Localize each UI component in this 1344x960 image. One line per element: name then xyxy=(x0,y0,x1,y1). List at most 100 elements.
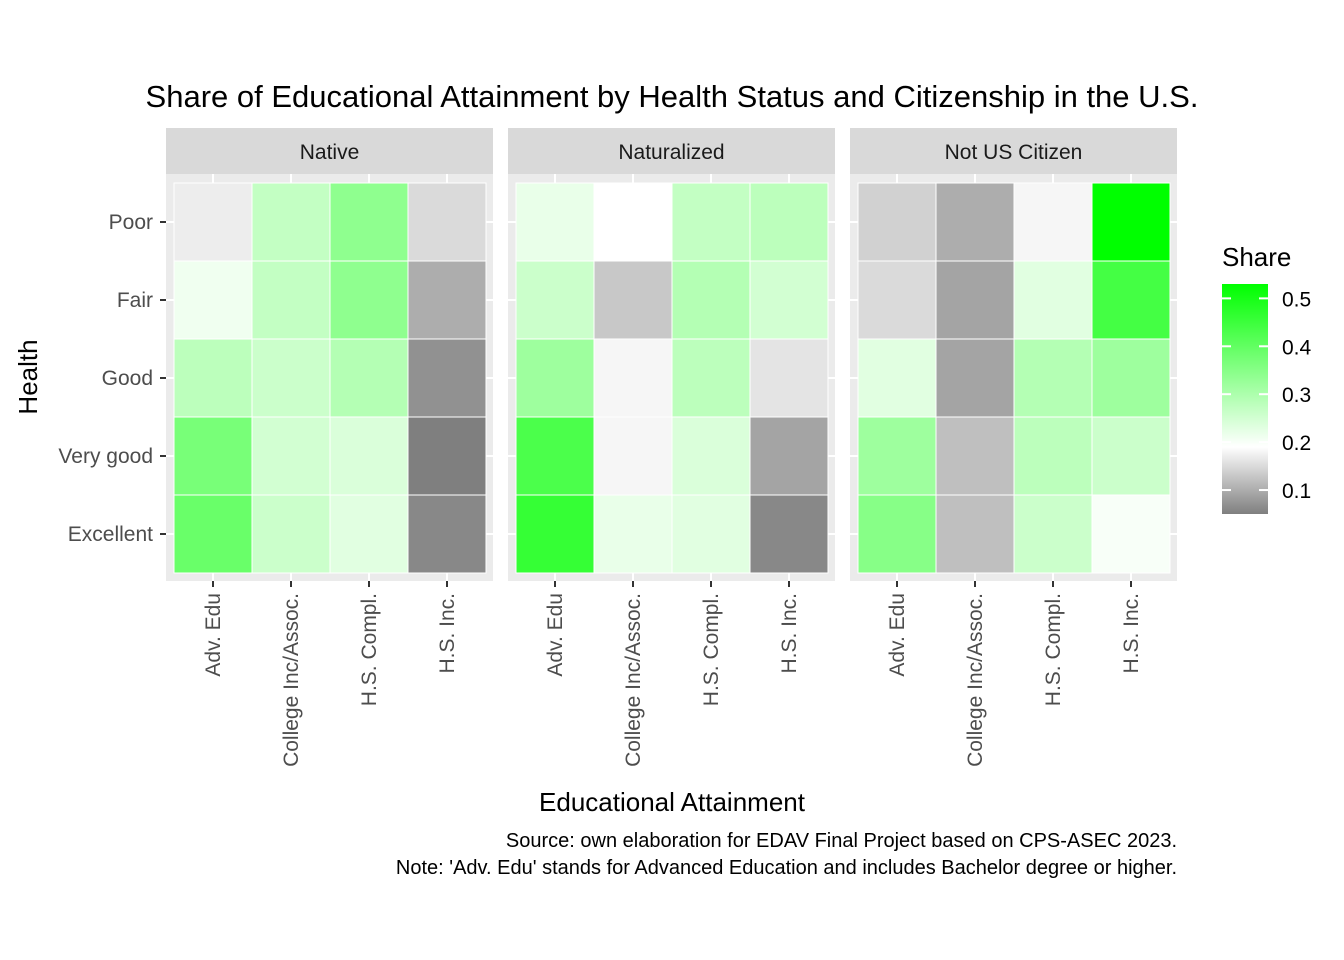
y-tick-label: Fair xyxy=(117,289,153,312)
heatmap-tile-naturalized-excellent-h-s-compl xyxy=(671,494,751,574)
heatmap-tile-not-us-citizen-excellent-college-inc-assoc xyxy=(935,494,1015,574)
heatmap-tile-native-poor-college-inc-assoc xyxy=(251,182,331,262)
heatmap-tile-native-fair-adv-edu xyxy=(173,260,253,340)
panel-strip-label: Native xyxy=(300,141,360,164)
heatmap-tile-native-fair-h-s-compl xyxy=(329,260,409,340)
panels: Native Adv. Edu College Inc/Assoc. H.S. Com… xyxy=(58,128,1177,767)
heatmap-tile-not-us-citizen-poor-adv-edu xyxy=(857,182,937,262)
x-axis-title: Educational Attainment xyxy=(539,787,806,817)
heatmap-tile-native-very-good-adv-edu xyxy=(173,416,253,496)
heatmap-tile-naturalized-fair-adv-edu xyxy=(515,260,595,340)
heatmap-tile-naturalized-fair-college-inc-assoc xyxy=(593,260,673,340)
heatmap-tile-naturalized-excellent-h-s-inc xyxy=(749,494,829,574)
heatmap-tile-native-excellent-h-s-inc xyxy=(407,494,487,574)
heatmap-tile-naturalized-poor-h-s-inc xyxy=(749,182,829,262)
heatmap-tile-naturalized-very-good-college-inc-assoc xyxy=(593,416,673,496)
heatmap-tile-not-us-citizen-fair-adv-edu xyxy=(857,260,937,340)
heatmap-tile-not-us-citizen-poor-college-inc-assoc xyxy=(935,182,1015,262)
x-tick-label: Adv. Edu xyxy=(886,593,909,677)
y-tick-label: Excellent xyxy=(68,523,153,546)
x-tick-label: College Inc/Assoc. xyxy=(622,593,645,767)
heatmap-tile-native-good-adv-edu xyxy=(173,338,253,418)
heatmap-tile-native-fair-college-inc-assoc xyxy=(251,260,331,340)
heatmap-tile-naturalized-poor-h-s-compl xyxy=(671,182,751,262)
heatmap-tile-naturalized-poor-adv-edu xyxy=(515,182,595,262)
heatmap-tile-naturalized-poor-college-inc-assoc xyxy=(593,182,673,262)
heatmap-tile-not-us-citizen-fair-college-inc-assoc xyxy=(935,260,1015,340)
x-tick-label: H.S. Inc. xyxy=(778,593,801,674)
legend: Share 0.1 0.2 0.3 0.4 0.5 xyxy=(1222,242,1312,514)
heatmap-tile-not-us-citizen-excellent-h-s-compl xyxy=(1013,494,1093,574)
heatmap-tile-not-us-citizen-poor-h-s-inc xyxy=(1091,182,1171,262)
x-tick-label: College Inc/Assoc. xyxy=(964,593,987,767)
legend-tick-label: 0.4 xyxy=(1282,336,1312,359)
x-tick-label: College Inc/Assoc. xyxy=(280,593,303,767)
heatmap-tile-not-us-citizen-poor-h-s-compl xyxy=(1013,182,1093,262)
heatmap-tile-native-excellent-h-s-compl xyxy=(329,494,409,574)
panel-strip xyxy=(166,128,493,174)
heatmap-tile-naturalized-very-good-h-s-inc xyxy=(749,416,829,496)
heatmap-tile-not-us-citizen-very-good-college-inc-assoc xyxy=(935,416,1015,496)
x-tick-label: H.S. Inc. xyxy=(1120,593,1143,674)
x-tick-label: H.S. Compl. xyxy=(358,593,381,706)
heatmap-tile-not-us-citizen-excellent-h-s-inc xyxy=(1091,494,1171,574)
heatmap-tile-naturalized-good-college-inc-assoc xyxy=(593,338,673,418)
heatmap-tile-not-us-citizen-fair-h-s-inc xyxy=(1091,260,1171,340)
heatmap-tile-native-very-good-h-s-compl xyxy=(329,416,409,496)
legend-colorbar xyxy=(1222,284,1268,514)
heatmap-tile-naturalized-fair-h-s-inc xyxy=(749,260,829,340)
panel-strip-label: Naturalized xyxy=(618,141,724,164)
y-tick-label: Poor xyxy=(109,211,153,234)
heatmap-tile-native-very-good-h-s-inc xyxy=(407,416,487,496)
heatmap-tile-not-us-citizen-excellent-adv-edu xyxy=(857,494,937,574)
heatmap-tile-not-us-citizen-good-college-inc-assoc xyxy=(935,338,1015,418)
caption-source: Source: own elaboration for EDAV Final P… xyxy=(506,830,1177,852)
heatmap-tile-naturalized-fair-h-s-compl xyxy=(671,260,751,340)
x-tick-label: H.S. Inc. xyxy=(436,593,459,674)
heatmap-tile-native-poor-h-s-compl xyxy=(329,182,409,262)
heatmap-tile-native-good-college-inc-assoc xyxy=(251,338,331,418)
heatmap-tile-not-us-citizen-very-good-adv-edu xyxy=(857,416,937,496)
y-tick-label: Good xyxy=(102,367,153,390)
panel-strip-label: Not US Citizen xyxy=(945,141,1083,164)
x-tick-label: Adv. Edu xyxy=(202,593,225,677)
heatmap-tile-not-us-citizen-good-h-s-compl xyxy=(1013,338,1093,418)
y-axis-title: Health xyxy=(13,339,43,414)
heatmap-tile-naturalized-good-adv-edu xyxy=(515,338,595,418)
caption-note: Note: 'Adv. Edu' stands for Advanced Edu… xyxy=(396,857,1177,879)
heatmap-tile-naturalized-very-good-h-s-compl xyxy=(671,416,751,496)
heatmap-tile-native-poor-adv-edu xyxy=(173,182,253,262)
legend-tick-label: 0.1 xyxy=(1282,480,1311,503)
x-tick-label: H.S. Compl. xyxy=(1042,593,1065,706)
heatmap-tile-not-us-citizen-very-good-h-s-inc xyxy=(1091,416,1171,496)
panel-native: Native Adv. Edu College Inc/Assoc. H.S. Com… xyxy=(58,128,493,767)
panel-strip xyxy=(508,128,835,174)
heatmap-tile-not-us-citizen-good-h-s-inc xyxy=(1091,338,1171,418)
heatmap-tile-naturalized-excellent-adv-edu xyxy=(515,494,595,574)
legend-title: Share xyxy=(1222,242,1291,272)
legend-tick-label: 0.3 xyxy=(1282,384,1311,407)
panel-strip xyxy=(850,128,1177,174)
heatmap-tile-naturalized-good-h-s-compl xyxy=(671,338,751,418)
heatmap-tile-native-good-h-s-inc xyxy=(407,338,487,418)
y-tick-label: Very good xyxy=(58,445,153,468)
heatmap-tile-naturalized-excellent-college-inc-assoc xyxy=(593,494,673,574)
heatmap-tile-native-fair-h-s-inc xyxy=(407,260,487,340)
panel-naturalized: Naturalized Adv. Edu College Inc/Assoc. H.S… xyxy=(508,128,835,767)
legend-tick-label: 0.2 xyxy=(1282,432,1311,455)
heatmap-tile-native-very-good-college-inc-assoc xyxy=(251,416,331,496)
chart-title: Share of Educational Attainment by Healt… xyxy=(146,79,1199,114)
x-tick-label: Adv. Edu xyxy=(544,593,567,677)
heatmap-tile-naturalized-good-h-s-inc xyxy=(749,338,829,418)
heatmap-tile-not-us-citizen-good-adv-edu xyxy=(857,338,937,418)
heatmap-tile-native-excellent-college-inc-assoc xyxy=(251,494,331,574)
x-tick-label: H.S. Compl. xyxy=(700,593,723,706)
heatmap-tile-naturalized-very-good-adv-edu xyxy=(515,416,595,496)
heatmap-tile-not-us-citizen-very-good-h-s-compl xyxy=(1013,416,1093,496)
legend-tick-label: 0.5 xyxy=(1282,288,1311,311)
heatmap-tile-native-poor-h-s-inc xyxy=(407,182,487,262)
heatmap-tile-native-good-h-s-compl xyxy=(329,338,409,418)
panel-not-us-citizen: Not US Citizen Adv. Edu College Inc/Assoc.… xyxy=(850,128,1177,767)
heatmap-tile-not-us-citizen-fair-h-s-compl xyxy=(1013,260,1093,340)
